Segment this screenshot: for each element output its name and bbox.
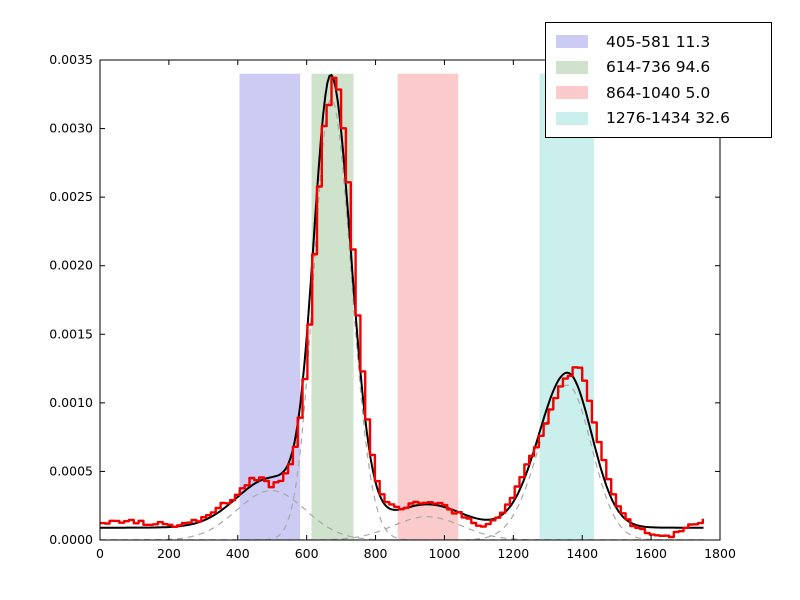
x-tick-label: 1200 <box>497 546 529 561</box>
x-axis: 0 200 400 600 800 1000 1200 1400 1600 1800 <box>96 60 736 561</box>
x-tick-label: 1400 <box>566 546 598 561</box>
legend-entry: 614-736 94.6 <box>556 55 763 80</box>
y-tick-label: 0.0030 <box>49 121 93 136</box>
y-tick-label: 0.0025 <box>49 189 93 204</box>
legend: 405-581 11.3 614-736 94.6 864-1040 5.0 1276… <box>545 22 772 138</box>
component-curve <box>100 489 704 540</box>
component-curve <box>100 384 704 540</box>
data-curve <box>100 76 704 539</box>
x-tick-label: 1600 <box>635 546 667 561</box>
y-tick-label: 0.0010 <box>49 395 93 410</box>
bands-group <box>239 73 594 540</box>
shaded-band <box>539 73 594 540</box>
legend-color-swatch <box>556 111 588 125</box>
x-tick-label: 1000 <box>429 546 461 561</box>
y-tick-label: 0.0035 <box>49 52 93 67</box>
y-tick-label: 0.0000 <box>49 532 93 547</box>
legend-entry: 864-1040 5.0 <box>556 80 763 105</box>
plot-border <box>99 59 721 541</box>
x-tick-label: 600 <box>295 546 319 561</box>
legend-color-swatch <box>556 60 588 74</box>
y-axis: 0.0000 0.0005 0.0010 0.0015 0.0020 0.0025 0.00… <box>49 52 720 547</box>
x-tick-label: 1800 <box>704 546 736 561</box>
x-tick-label: 400 <box>226 546 250 561</box>
x-tick-label: 0 <box>96 546 104 561</box>
legend-label: 864-1040 5.0 <box>606 83 711 102</box>
legend-label: 1276-1434 32.6 <box>606 109 730 128</box>
x-tick-label: 800 <box>364 546 388 561</box>
components-group <box>100 97 704 540</box>
x-tick-label: 200 <box>157 546 181 561</box>
shaded-band <box>311 73 354 540</box>
shaded-band <box>397 73 459 540</box>
legend-color-swatch <box>556 86 588 100</box>
legend-entry: 1276-1434 32.6 <box>556 106 763 131</box>
y-tick-label: 0.0015 <box>49 326 93 341</box>
legend-label: 405-581 11.3 <box>606 32 711 51</box>
legend-label: 614-736 94.6 <box>606 58 711 77</box>
y-tick-label: 0.0020 <box>49 258 93 273</box>
component-curve <box>100 97 704 540</box>
shaded-band <box>239 73 301 540</box>
legend-entry: 405-581 11.3 <box>556 29 763 54</box>
y-tick-label: 0.0005 <box>49 463 93 478</box>
legend-color-swatch <box>556 35 588 49</box>
